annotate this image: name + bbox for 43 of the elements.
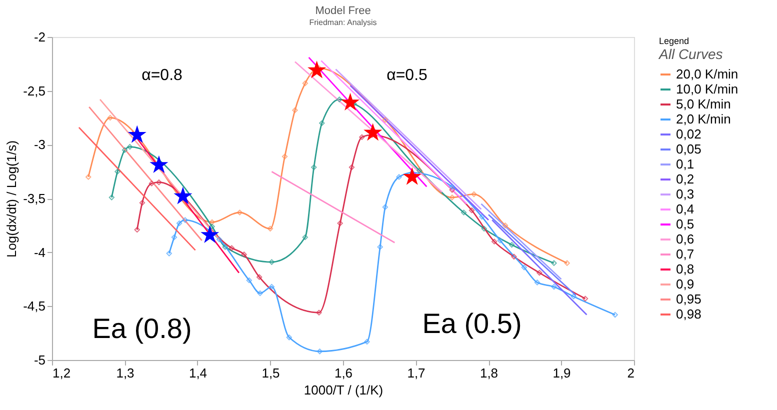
x-tick-label: 1,3 [116, 366, 134, 380]
annotation: α=0.5 [386, 67, 428, 84]
x-tick-label: 1,8 [480, 366, 498, 380]
y-axis-title: Log(dx/dt) / Log(1/s) [4, 140, 20, 258]
annotation: α=0.8 [142, 67, 183, 84]
annotation: Ea (0.5) [422, 308, 522, 339]
legend-label: 0,4 [676, 202, 694, 216]
y-tick-label: -4 [34, 244, 46, 260]
legend-label: 10,0 K/min [676, 82, 738, 96]
legend-label: 0,95 [676, 292, 702, 306]
x-tick-label: 1,6 [334, 366, 353, 380]
legend-label: 0,1 [676, 156, 694, 172]
legend-label: 0,3 [676, 186, 694, 202]
legend-label: 0,5 [676, 216, 694, 232]
legend-label: 0,05 [676, 142, 702, 156]
chart-title: Model Free [315, 5, 371, 17]
legend-title: Legend [659, 36, 690, 46]
chart-subtitle: Friedman: Analysis [309, 18, 377, 27]
legend-label: 5,0 K/min [676, 96, 731, 112]
x-tick-label: 1,5 [262, 366, 280, 380]
x-tick-label: 1,2 [52, 366, 71, 380]
y-tick-label: -2,5 [23, 83, 46, 98]
legend-label: 0,98 [676, 306, 702, 322]
x-tick-label: 1,9 [552, 366, 571, 380]
x-axis-title: 1000/T / (1/K) [304, 382, 384, 398]
y-tick-label: -5 [34, 352, 46, 368]
text: All Curves [658, 46, 723, 62]
x-tick-label: 1,7 [407, 366, 426, 380]
y-tick-label: -2 [34, 30, 46, 44]
legend-label: 0,6 [676, 232, 694, 246]
x-tick-label: 1,4 [188, 366, 208, 380]
legend-label: 2,0 K/min [676, 112, 731, 126]
legend-label: 0,8 [676, 262, 694, 276]
x-tick-label: 2 [627, 366, 634, 380]
legend-label: 0,02 [676, 126, 702, 142]
y-tick-label: -4,5 [23, 298, 46, 314]
y-tick-label: -3,5 [23, 191, 46, 206]
legend-label: 0,9 [676, 276, 694, 292]
legend-label: 0,2 [676, 172, 694, 186]
legend-label: 0,7 [676, 246, 694, 262]
annotation: Ea (0.8) [92, 313, 192, 344]
legend-label: 20,0 K/min [676, 66, 738, 82]
y-tick-label: -3 [34, 137, 46, 152]
